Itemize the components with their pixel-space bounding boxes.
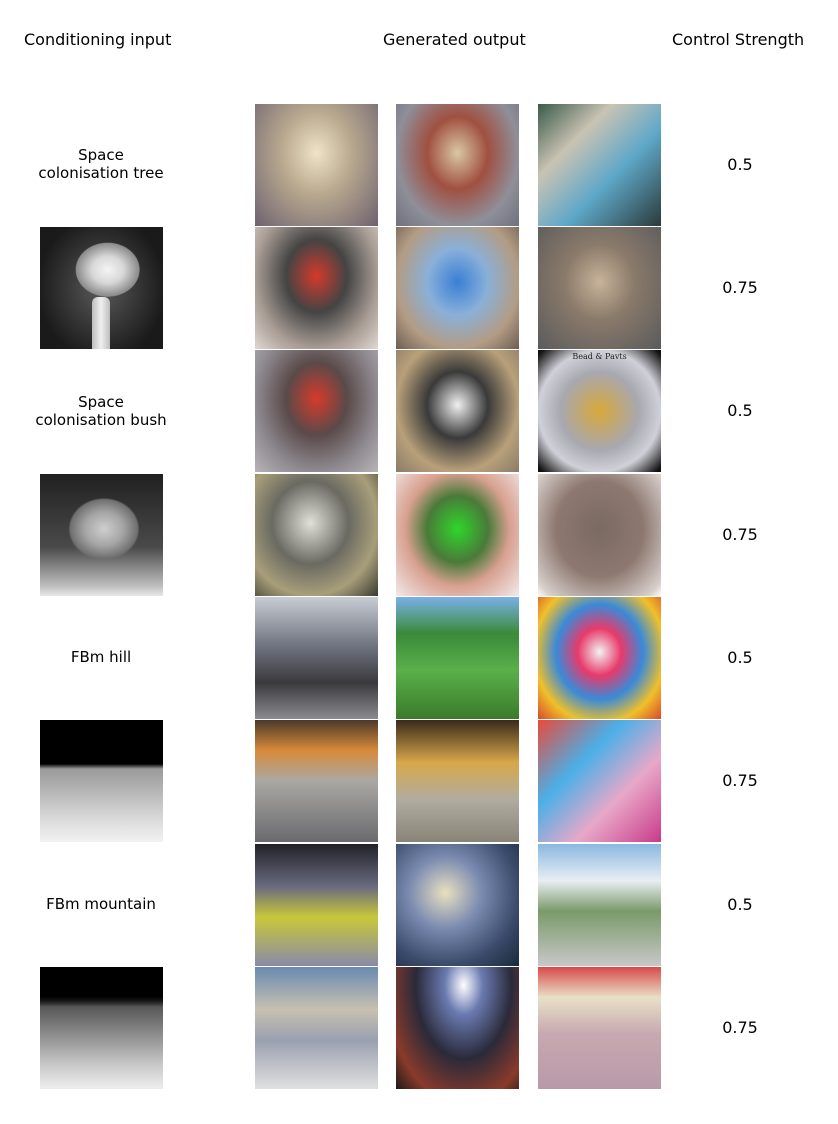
label-fbm-hill: FBm hill bbox=[20, 648, 182, 666]
generated-image bbox=[538, 227, 661, 349]
control-strength-value: 0.75 bbox=[722, 771, 758, 790]
label-fbm-mountain: FBm mountain bbox=[20, 895, 182, 913]
header-conditioning-input: Conditioning input bbox=[24, 30, 172, 49]
generated-image bbox=[255, 597, 378, 719]
control-strength-value: 0.5 bbox=[727, 401, 753, 420]
control-strength-value: 0.5 bbox=[727, 648, 753, 667]
generated-image bbox=[396, 104, 519, 226]
control-strength-value: 0.75 bbox=[722, 278, 758, 297]
label-space-colonisation-bush: Space colonisation bush bbox=[20, 393, 182, 429]
label-line: FBm mountain bbox=[46, 895, 156, 913]
generated-image bbox=[255, 350, 378, 472]
control-strength-value: 0.75 bbox=[722, 525, 758, 544]
generated-image bbox=[538, 844, 661, 966]
generated-image bbox=[538, 720, 661, 842]
control-strength-value: 0.75 bbox=[722, 1018, 758, 1037]
depth-map-mountain bbox=[40, 967, 163, 1089]
generated-image bbox=[396, 597, 519, 719]
label-line: colonisation tree bbox=[38, 164, 164, 182]
control-strength-value: 0.5 bbox=[727, 895, 753, 914]
generated-image bbox=[538, 474, 661, 596]
generated-image bbox=[255, 474, 378, 596]
generated-image bbox=[255, 720, 378, 842]
generated-image bbox=[538, 967, 661, 1089]
control-strength-value: 0.5 bbox=[727, 155, 753, 174]
generated-image bbox=[538, 597, 661, 719]
label-line: Space bbox=[78, 393, 124, 411]
depth-map-tree bbox=[40, 227, 163, 349]
generated-image: Bead & Pavts bbox=[538, 350, 661, 472]
generated-image bbox=[396, 350, 519, 472]
generated-image bbox=[538, 104, 661, 226]
generated-image bbox=[255, 967, 378, 1089]
generated-image bbox=[396, 720, 519, 842]
label-line: FBm hill bbox=[70, 648, 132, 666]
generated-image bbox=[255, 104, 378, 226]
generated-image bbox=[255, 844, 378, 966]
generated-image bbox=[396, 227, 519, 349]
label-space-colonisation-tree: Space colonisation tree bbox=[20, 146, 182, 182]
generated-image bbox=[255, 227, 378, 349]
header-control-strength: Control Strength bbox=[672, 30, 805, 49]
depth-map-hill bbox=[40, 720, 163, 842]
label-line: Space bbox=[78, 146, 124, 164]
label-line: colonisation bush bbox=[35, 411, 167, 429]
generated-image bbox=[396, 844, 519, 966]
generated-image bbox=[396, 967, 519, 1089]
generated-image bbox=[396, 474, 519, 596]
header-generated-output: Generated output bbox=[383, 30, 526, 49]
depth-map-bush bbox=[40, 474, 163, 596]
frame-caption: Bead & Pavts bbox=[572, 352, 627, 361]
